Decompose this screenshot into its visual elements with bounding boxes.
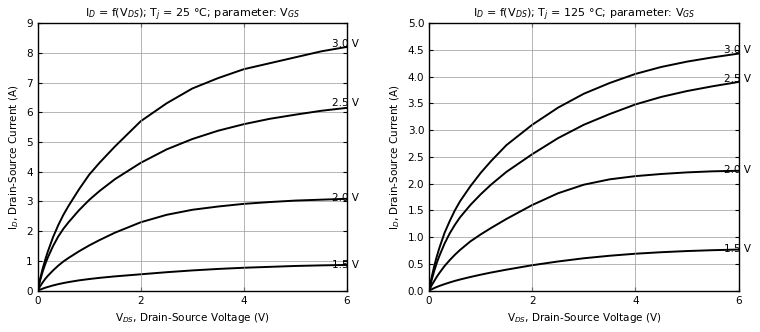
Title: I$_D$ = f(V$_{DS}$); T$_j$ = 25 °C; parameter: V$_{GS}$: I$_D$ = f(V$_{DS}$); T$_j$ = 25 °C; para… <box>84 7 300 23</box>
X-axis label: V$_{DS}$, Drain-Source Voltage (V): V$_{DS}$, Drain-Source Voltage (V) <box>115 311 270 325</box>
Text: 3.0 V: 3.0 V <box>331 39 359 49</box>
Text: 3.0 V: 3.0 V <box>724 45 751 55</box>
Y-axis label: I$_D$, Drain-Source Current (A): I$_D$, Drain-Source Current (A) <box>388 84 402 230</box>
Text: 2.5 V: 2.5 V <box>724 74 751 84</box>
Text: 2.0 V: 2.0 V <box>331 193 359 203</box>
Y-axis label: I$_D$, Drain-Source Current (A): I$_D$, Drain-Source Current (A) <box>7 84 21 230</box>
Title: I$_D$ = f(V$_{DS}$); T$_j$ = 125 °C; parameter: V$_{GS}$: I$_D$ = f(V$_{DS}$); T$_j$ = 125 °C; par… <box>473 7 695 23</box>
Text: 2.0 V: 2.0 V <box>724 165 751 175</box>
Text: 1.5 V: 1.5 V <box>724 244 751 254</box>
Text: 1.5 V: 1.5 V <box>331 260 359 270</box>
Text: 2.5 V: 2.5 V <box>331 98 359 108</box>
X-axis label: V$_{DS}$, Drain-Source Voltage (V): V$_{DS}$, Drain-Source Voltage (V) <box>507 311 661 325</box>
